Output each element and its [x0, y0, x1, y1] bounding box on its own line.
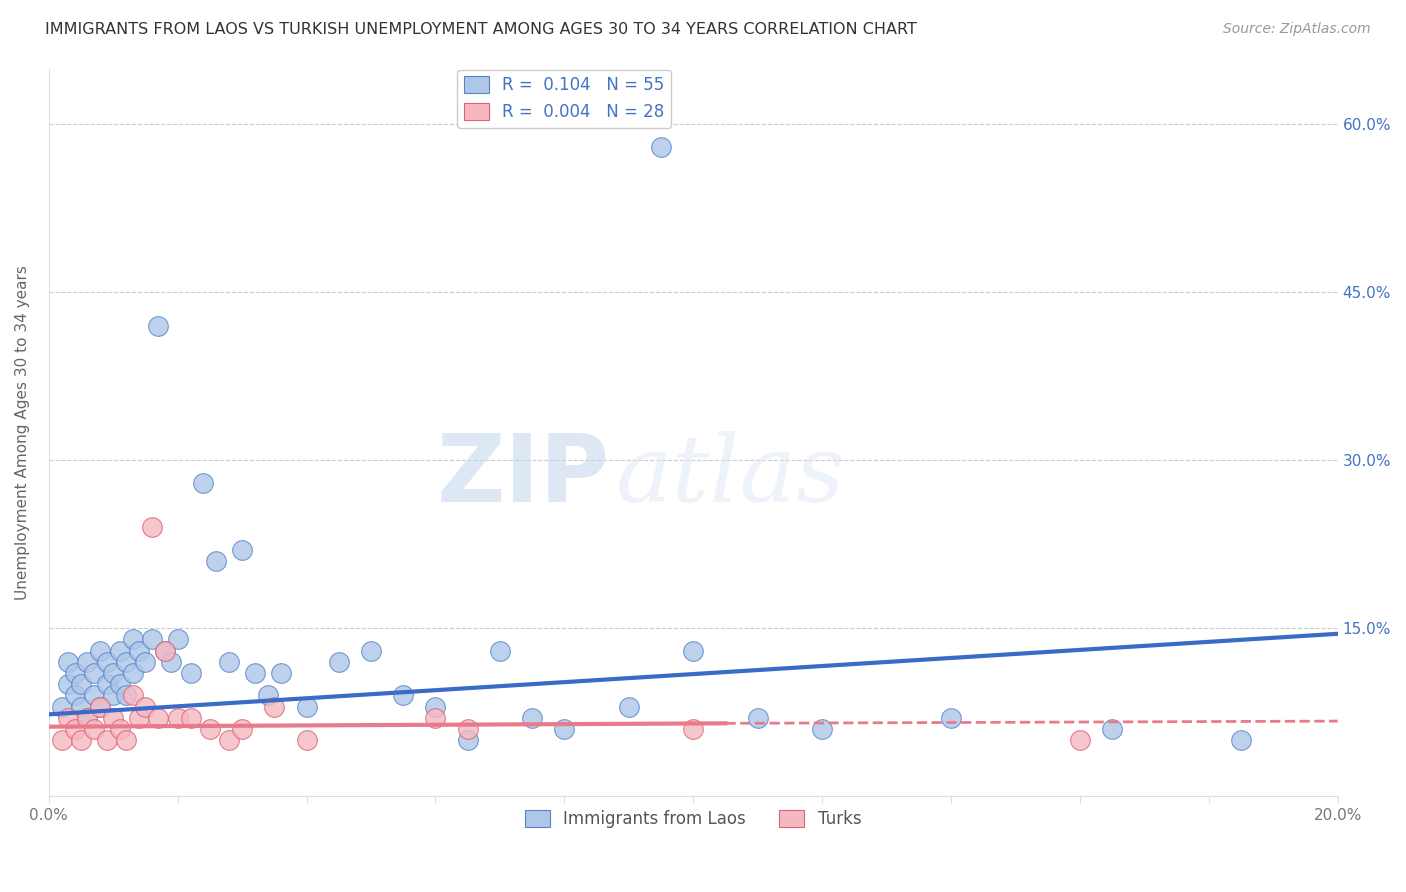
Point	[263, 699, 285, 714]
Point	[89, 643, 111, 657]
Point	[166, 632, 188, 647]
Text: ZIP: ZIP	[436, 430, 609, 522]
Point	[153, 643, 176, 657]
Point	[70, 677, 93, 691]
Point	[148, 318, 170, 333]
Point	[121, 632, 143, 647]
Point	[425, 699, 447, 714]
Point	[1230, 733, 1253, 747]
Point	[1069, 733, 1091, 747]
Point	[108, 722, 131, 736]
Point	[148, 711, 170, 725]
Point	[121, 665, 143, 680]
Point	[231, 722, 253, 736]
Point	[360, 643, 382, 657]
Point	[425, 711, 447, 725]
Point	[128, 643, 150, 657]
Point	[89, 699, 111, 714]
Point	[243, 665, 266, 680]
Point	[457, 733, 479, 747]
Point	[205, 554, 228, 568]
Point	[218, 655, 240, 669]
Text: Source: ZipAtlas.com: Source: ZipAtlas.com	[1223, 22, 1371, 37]
Point	[76, 655, 98, 669]
Point	[160, 655, 183, 669]
Point	[115, 733, 138, 747]
Point	[650, 140, 672, 154]
Point	[96, 733, 118, 747]
Point	[103, 689, 125, 703]
Text: IMMIGRANTS FROM LAOS VS TURKISH UNEMPLOYMENT AMONG AGES 30 TO 34 YEARS CORRELATI: IMMIGRANTS FROM LAOS VS TURKISH UNEMPLOY…	[45, 22, 917, 37]
Point	[231, 542, 253, 557]
Point	[63, 665, 86, 680]
Point	[76, 711, 98, 725]
Point	[96, 655, 118, 669]
Point	[128, 711, 150, 725]
Point	[56, 655, 79, 669]
Point	[56, 711, 79, 725]
Point	[520, 711, 543, 725]
Point	[63, 689, 86, 703]
Point	[63, 722, 86, 736]
Point	[328, 655, 350, 669]
Point	[51, 733, 73, 747]
Point	[121, 689, 143, 703]
Point	[553, 722, 575, 736]
Point	[141, 632, 163, 647]
Point	[617, 699, 640, 714]
Point	[257, 689, 280, 703]
Point	[141, 520, 163, 534]
Point	[108, 643, 131, 657]
Point	[270, 665, 292, 680]
Point	[56, 677, 79, 691]
Point	[83, 665, 105, 680]
Point	[180, 711, 202, 725]
Point	[76, 711, 98, 725]
Point	[108, 677, 131, 691]
Point	[89, 699, 111, 714]
Point	[180, 665, 202, 680]
Point	[96, 677, 118, 691]
Point	[83, 722, 105, 736]
Point	[811, 722, 834, 736]
Point	[489, 643, 512, 657]
Point	[153, 643, 176, 657]
Point	[747, 711, 769, 725]
Point	[83, 689, 105, 703]
Point	[70, 733, 93, 747]
Point	[134, 655, 156, 669]
Point	[198, 722, 221, 736]
Point	[1101, 722, 1123, 736]
Point	[103, 665, 125, 680]
Point	[115, 689, 138, 703]
Point	[51, 699, 73, 714]
Point	[682, 722, 704, 736]
Text: atlas: atlas	[616, 431, 845, 521]
Point	[70, 699, 93, 714]
Point	[134, 699, 156, 714]
Point	[682, 643, 704, 657]
Y-axis label: Unemployment Among Ages 30 to 34 years: Unemployment Among Ages 30 to 34 years	[15, 265, 30, 599]
Point	[295, 699, 318, 714]
Point	[103, 711, 125, 725]
Point	[166, 711, 188, 725]
Point	[295, 733, 318, 747]
Point	[218, 733, 240, 747]
Legend: Immigrants from Laos, Turks: Immigrants from Laos, Turks	[519, 804, 868, 835]
Point	[193, 475, 215, 490]
Point	[392, 689, 415, 703]
Point	[115, 655, 138, 669]
Point	[939, 711, 962, 725]
Point	[457, 722, 479, 736]
